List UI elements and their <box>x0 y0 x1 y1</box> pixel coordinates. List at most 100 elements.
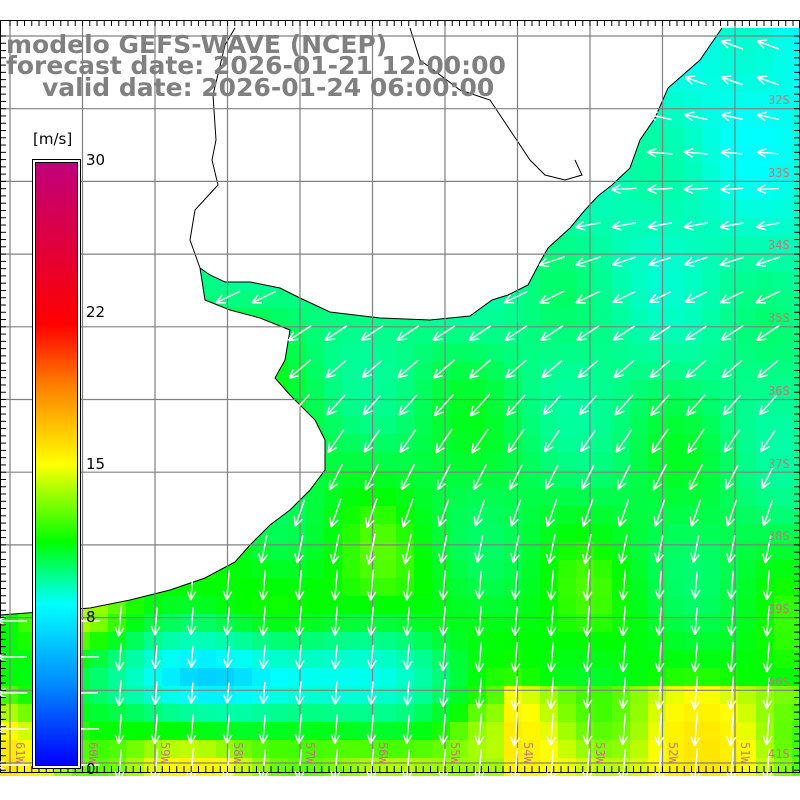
speed-cell <box>792 632 800 650</box>
speed-cell <box>702 740 720 758</box>
speed-cell <box>702 182 720 200</box>
wind-arrow <box>438 748 449 782</box>
speed-cell <box>126 650 144 668</box>
speed-cell <box>558 488 576 506</box>
wind-arrow <box>258 714 269 744</box>
wind-arrow <box>538 256 566 268</box>
wind-arrow <box>503 290 529 304</box>
speed-cell <box>558 578 576 596</box>
speed-cell <box>792 542 800 560</box>
speed-cell <box>198 722 216 740</box>
wind-arrow <box>360 325 384 341</box>
speed-cell <box>720 308 738 326</box>
speed-cell <box>414 722 432 740</box>
speed-cell <box>414 326 432 344</box>
speed-cell <box>792 164 800 182</box>
speed-cell <box>468 650 486 668</box>
wind-arrow <box>582 748 593 782</box>
speed-cell <box>630 380 648 398</box>
speed-cell <box>756 524 774 542</box>
speed-cell <box>684 236 702 254</box>
speed-cell <box>594 506 612 524</box>
speed-cell <box>630 272 648 290</box>
wind-arrow <box>366 748 377 782</box>
speed-cell <box>594 416 612 434</box>
speed-cell <box>756 236 774 254</box>
speed-cell <box>684 92 702 110</box>
speed-cell <box>630 614 648 632</box>
speed-cell <box>738 686 756 704</box>
speed-cell <box>342 416 360 434</box>
speed-cell <box>720 236 738 254</box>
speed-cell <box>288 380 306 398</box>
speed-cell <box>414 704 432 722</box>
speed-cell <box>468 416 486 434</box>
speed-cell <box>270 668 288 686</box>
wind-arrow <box>402 680 413 706</box>
speed-cell <box>756 614 774 632</box>
speed-cell <box>702 398 720 416</box>
river-border-line <box>189 27 583 269</box>
speed-cell <box>630 362 648 380</box>
speed-cell <box>702 254 720 272</box>
wind-arrow <box>326 394 346 416</box>
speed-cell <box>738 74 756 92</box>
speed-cell <box>720 542 738 560</box>
speed-cell <box>756 650 774 668</box>
wind-arrow <box>258 606 269 637</box>
speed-cell <box>720 722 738 740</box>
speed-cell <box>216 632 234 650</box>
speed-cell <box>270 704 288 722</box>
speed-cell <box>558 416 576 434</box>
speed-cell <box>774 164 792 182</box>
speed-cell <box>324 596 342 614</box>
speed-cell <box>774 596 792 614</box>
speed-cell <box>306 524 324 542</box>
wind-arrow <box>364 463 380 491</box>
speed-cell <box>522 344 540 362</box>
wind-arrow <box>509 499 522 527</box>
speed-cell <box>504 380 522 398</box>
speed-cell <box>774 146 792 164</box>
speed-cell <box>774 740 792 758</box>
speed-cell <box>702 506 720 524</box>
speed-cell <box>432 704 450 722</box>
speed-cell <box>324 380 342 398</box>
speed-cell <box>486 686 504 704</box>
wind-arrow <box>330 749 341 782</box>
wind-arrow <box>651 428 669 454</box>
wind-arrow <box>618 605 629 637</box>
speed-cell <box>738 236 756 254</box>
speed-cell <box>486 632 504 650</box>
wind-arrow <box>366 681 377 705</box>
speed-cell <box>324 668 342 686</box>
speed-cell <box>702 704 720 722</box>
speed-cell <box>612 596 630 614</box>
speed-cell <box>90 614 108 632</box>
speed-cell <box>342 722 360 740</box>
speed-cell <box>234 290 252 308</box>
latitude-label: 36S <box>768 383 790 398</box>
speed-cell <box>306 740 324 758</box>
wind-arrow <box>433 393 455 417</box>
wind-arrow <box>294 606 305 637</box>
speed-cell <box>270 308 288 326</box>
speed-cell <box>144 668 162 686</box>
wind-arrow <box>150 645 161 670</box>
speed-cell <box>576 632 594 650</box>
wind-arrow <box>648 256 672 267</box>
speed-cell <box>0 668 18 686</box>
wind-arrow <box>617 534 628 564</box>
speed-cell <box>378 416 396 434</box>
speed-cell <box>450 344 468 362</box>
speed-cell <box>90 740 108 758</box>
speed-cell <box>702 560 720 578</box>
speed-cell <box>648 416 666 434</box>
speed-cell <box>522 326 540 344</box>
speed-cell <box>630 182 648 200</box>
speed-cell <box>792 722 800 740</box>
speed-cell <box>666 722 684 740</box>
speed-cell <box>594 254 612 272</box>
speed-cell <box>702 650 720 668</box>
speed-cell <box>684 254 702 272</box>
